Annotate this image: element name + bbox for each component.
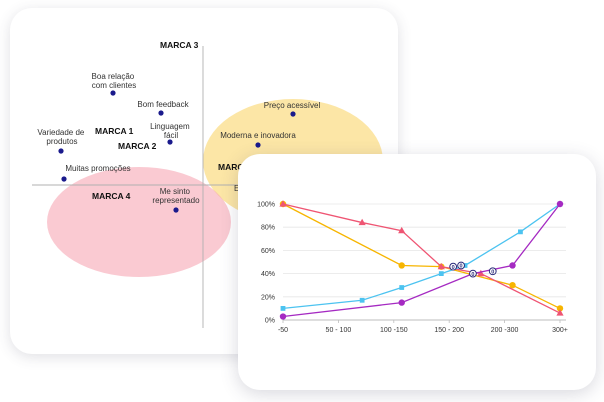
crossing-marker-label: 0 (471, 272, 474, 278)
attr-dot (167, 139, 173, 145)
data-point (462, 263, 468, 268)
brand-label-marca-5: MARCA 5 (218, 162, 257, 172)
crossing-marker-label: 0 (460, 264, 463, 270)
attr-linguagem-facil: Linguagem fácil (150, 122, 192, 140)
brand-label-marca-1: MARCA 1 (95, 126, 134, 136)
attr-dot (255, 142, 261, 148)
attr-preco-acessivel: Preço acessível (264, 101, 321, 110)
attr-moderna-inovadora: Moderna e inovadora (220, 131, 296, 140)
y-tick-label: 100% (257, 202, 275, 209)
attr-boa-relacao: Boa relação com clientes (92, 72, 137, 90)
x-tick-label: 300+ (552, 327, 568, 334)
y-tick-label: 20% (261, 294, 275, 301)
line-chart: 100% 80% 60% 40% 20% 0%-50 50 - 100 100 -150 150… (257, 200, 568, 334)
attr-bom-feedback: Bom feedback (137, 100, 189, 109)
crossing-marker (469, 269, 477, 278)
brand-label-marca-4: MARCA 4 (92, 191, 131, 201)
x-tick-label: 50 - 100 (326, 327, 352, 334)
attr-dot (158, 110, 164, 116)
data-point (280, 306, 286, 311)
data-point (399, 285, 405, 290)
attr-dot (173, 207, 179, 213)
x-tick-label: 200 -300 (491, 327, 519, 334)
data-point (398, 299, 405, 306)
data-point (509, 282, 516, 289)
zone-pink (47, 167, 231, 277)
crossing-marker-label: 0 (452, 265, 455, 271)
crossing-marker (488, 267, 497, 276)
brand-label-marca-3: MARCA 3 (160, 40, 199, 50)
attr-dot (58, 148, 64, 154)
data-point (509, 262, 516, 269)
crossing-marker (449, 262, 458, 271)
data-point (437, 262, 445, 270)
data-point (556, 200, 564, 208)
data-point (359, 297, 365, 303)
series-line (282, 203, 561, 318)
data-point (398, 262, 405, 269)
attr-dot (290, 111, 296, 117)
attr-partial-e: E (234, 184, 239, 193)
attr-me-sinto-representado: Me sinto representado (152, 187, 200, 205)
x-tick-label: 150 - 200 (434, 327, 464, 334)
data-point (438, 271, 444, 276)
attr-dot (110, 90, 116, 96)
x-tick-label: 100 -150 (380, 327, 408, 334)
y-tick-label: 60% (261, 248, 275, 255)
data-point (279, 200, 287, 207)
crossing-marker (457, 261, 465, 270)
y-tick-label: 80% (261, 225, 275, 232)
y-tick-label: 40% (261, 271, 275, 278)
data-point (556, 309, 564, 316)
data-point (398, 226, 406, 234)
data-point (556, 305, 564, 312)
x-tick-label: -50 (278, 327, 288, 334)
line-chart-card: 100% 80% 60% 40% 20% 0% -50 50 - 100 100 -150 150… (238, 154, 596, 390)
brand-label-marca-2: MARCA 2 (118, 141, 157, 151)
attr-muitas-promocoes: Muitas promoções (65, 164, 130, 173)
data-point (477, 269, 485, 277)
data-point (279, 313, 287, 320)
data-point (518, 229, 523, 235)
attr-dot (61, 176, 67, 182)
series-line (282, 203, 561, 314)
crossing-marker-label: 0 (491, 269, 494, 275)
attr-variedade-produtos: Variedade de produtos (37, 128, 86, 146)
data-point (358, 218, 366, 226)
y-tick-label: 0% (265, 318, 275, 325)
